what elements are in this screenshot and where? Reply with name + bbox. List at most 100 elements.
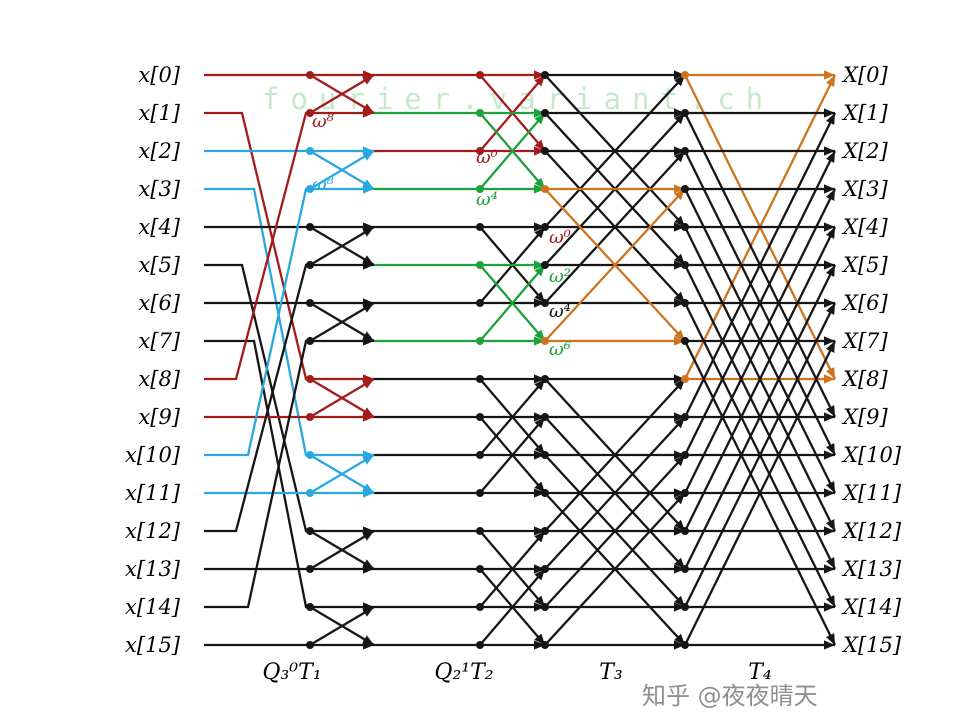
node-dot [541,185,549,193]
node-dot [476,261,484,269]
arrowhead [824,450,835,460]
arrowhead [674,70,685,80]
arrowhead [674,640,685,650]
arrowhead [674,108,685,118]
input-label: x[9] [138,405,180,429]
output-label: X[15] [841,633,902,657]
butterfly-edge [309,454,375,494]
arrowhead [674,450,685,460]
node-dot [681,147,689,155]
arrowhead [674,526,685,536]
arrowhead [826,189,835,201]
input-label: x[13] [125,557,181,581]
arrowhead [826,265,835,277]
arrowhead [674,222,685,232]
arrowhead [674,374,685,384]
stage-label: Q₃⁰T₁ [262,660,321,685]
arrowhead [362,531,374,541]
output-label: X[0] [841,63,889,87]
arrowhead [826,227,835,239]
arrowhead [824,222,835,232]
perm-edge [204,339,310,609]
node-dot [541,337,549,345]
arrowhead [534,526,545,536]
output-label: X[13] [841,557,902,581]
arrowhead [362,483,374,493]
arrowhead [534,184,545,194]
butterfly-edge [309,606,375,646]
node-dot [306,413,314,421]
arrowhead [826,405,835,417]
node-dot [541,375,549,383]
node-dot [306,223,314,231]
arrowhead [824,146,835,156]
output-label: X[4] [841,215,889,239]
node-dot [476,147,484,155]
node-dot [541,489,549,497]
node-dot [476,641,484,649]
arrowhead [674,412,685,422]
node-dot [541,299,549,307]
node-dot [541,565,549,573]
stage-label: Q₂¹T₂ [434,660,493,685]
arrowhead [674,488,685,498]
twiddle-label: ω⁰ [549,227,571,248]
arrowhead [534,336,545,346]
arrowhead [824,184,835,194]
arrowhead [826,557,835,569]
butterfly-edge [683,340,837,646]
node-dot [476,375,484,383]
arrowhead [534,602,545,612]
node-dot [541,71,549,79]
arrowhead [362,407,374,417]
node-dot [681,451,689,459]
node-dot [476,603,484,611]
arrowhead [826,519,835,531]
node-dot [306,641,314,649]
node-dot [476,489,484,497]
output-label: X[9] [841,405,889,429]
output-label: X[8] [841,367,889,391]
arrowhead [534,412,545,422]
node-dot [476,109,484,117]
node-dot [541,147,549,155]
butterfly-edge [479,112,546,190]
arrowhead [824,374,835,384]
twiddle-label: ω⁸ [312,174,335,195]
output-label: X[5] [841,253,889,277]
node-dot [681,413,689,421]
arrowhead [534,450,545,460]
butterfly-edge [309,302,375,342]
node-dot [681,261,689,269]
stage-label: T₃ [599,660,623,685]
node-dot [306,185,314,193]
butterfly-edge [544,188,686,342]
arrowhead [362,455,374,465]
input-label: x[0] [138,63,180,87]
input-label: x[6] [138,291,180,315]
butterfly-edge [683,302,837,608]
output-label: X[11] [841,481,902,505]
node-dot [681,337,689,345]
node-dot [681,603,689,611]
node-dot [476,565,484,573]
twiddle-label: ω² [549,266,571,287]
node-dot [681,223,689,231]
node-dot [306,109,314,117]
arrowhead [674,564,685,574]
node-dot [306,147,314,155]
arrowhead [534,640,545,650]
node-dot [541,413,549,421]
output-label: X[10] [841,443,902,467]
butterfly-edge [309,74,375,114]
arrowhead [674,298,685,308]
arrowhead [362,559,374,569]
perm-edge [204,187,310,457]
input-label: x[12] [125,519,181,543]
node-dot [306,261,314,269]
node-dot [306,565,314,573]
node-dot [681,641,689,649]
arrowhead [826,481,835,493]
input-label: x[15] [125,633,181,657]
arrowhead [826,595,835,607]
